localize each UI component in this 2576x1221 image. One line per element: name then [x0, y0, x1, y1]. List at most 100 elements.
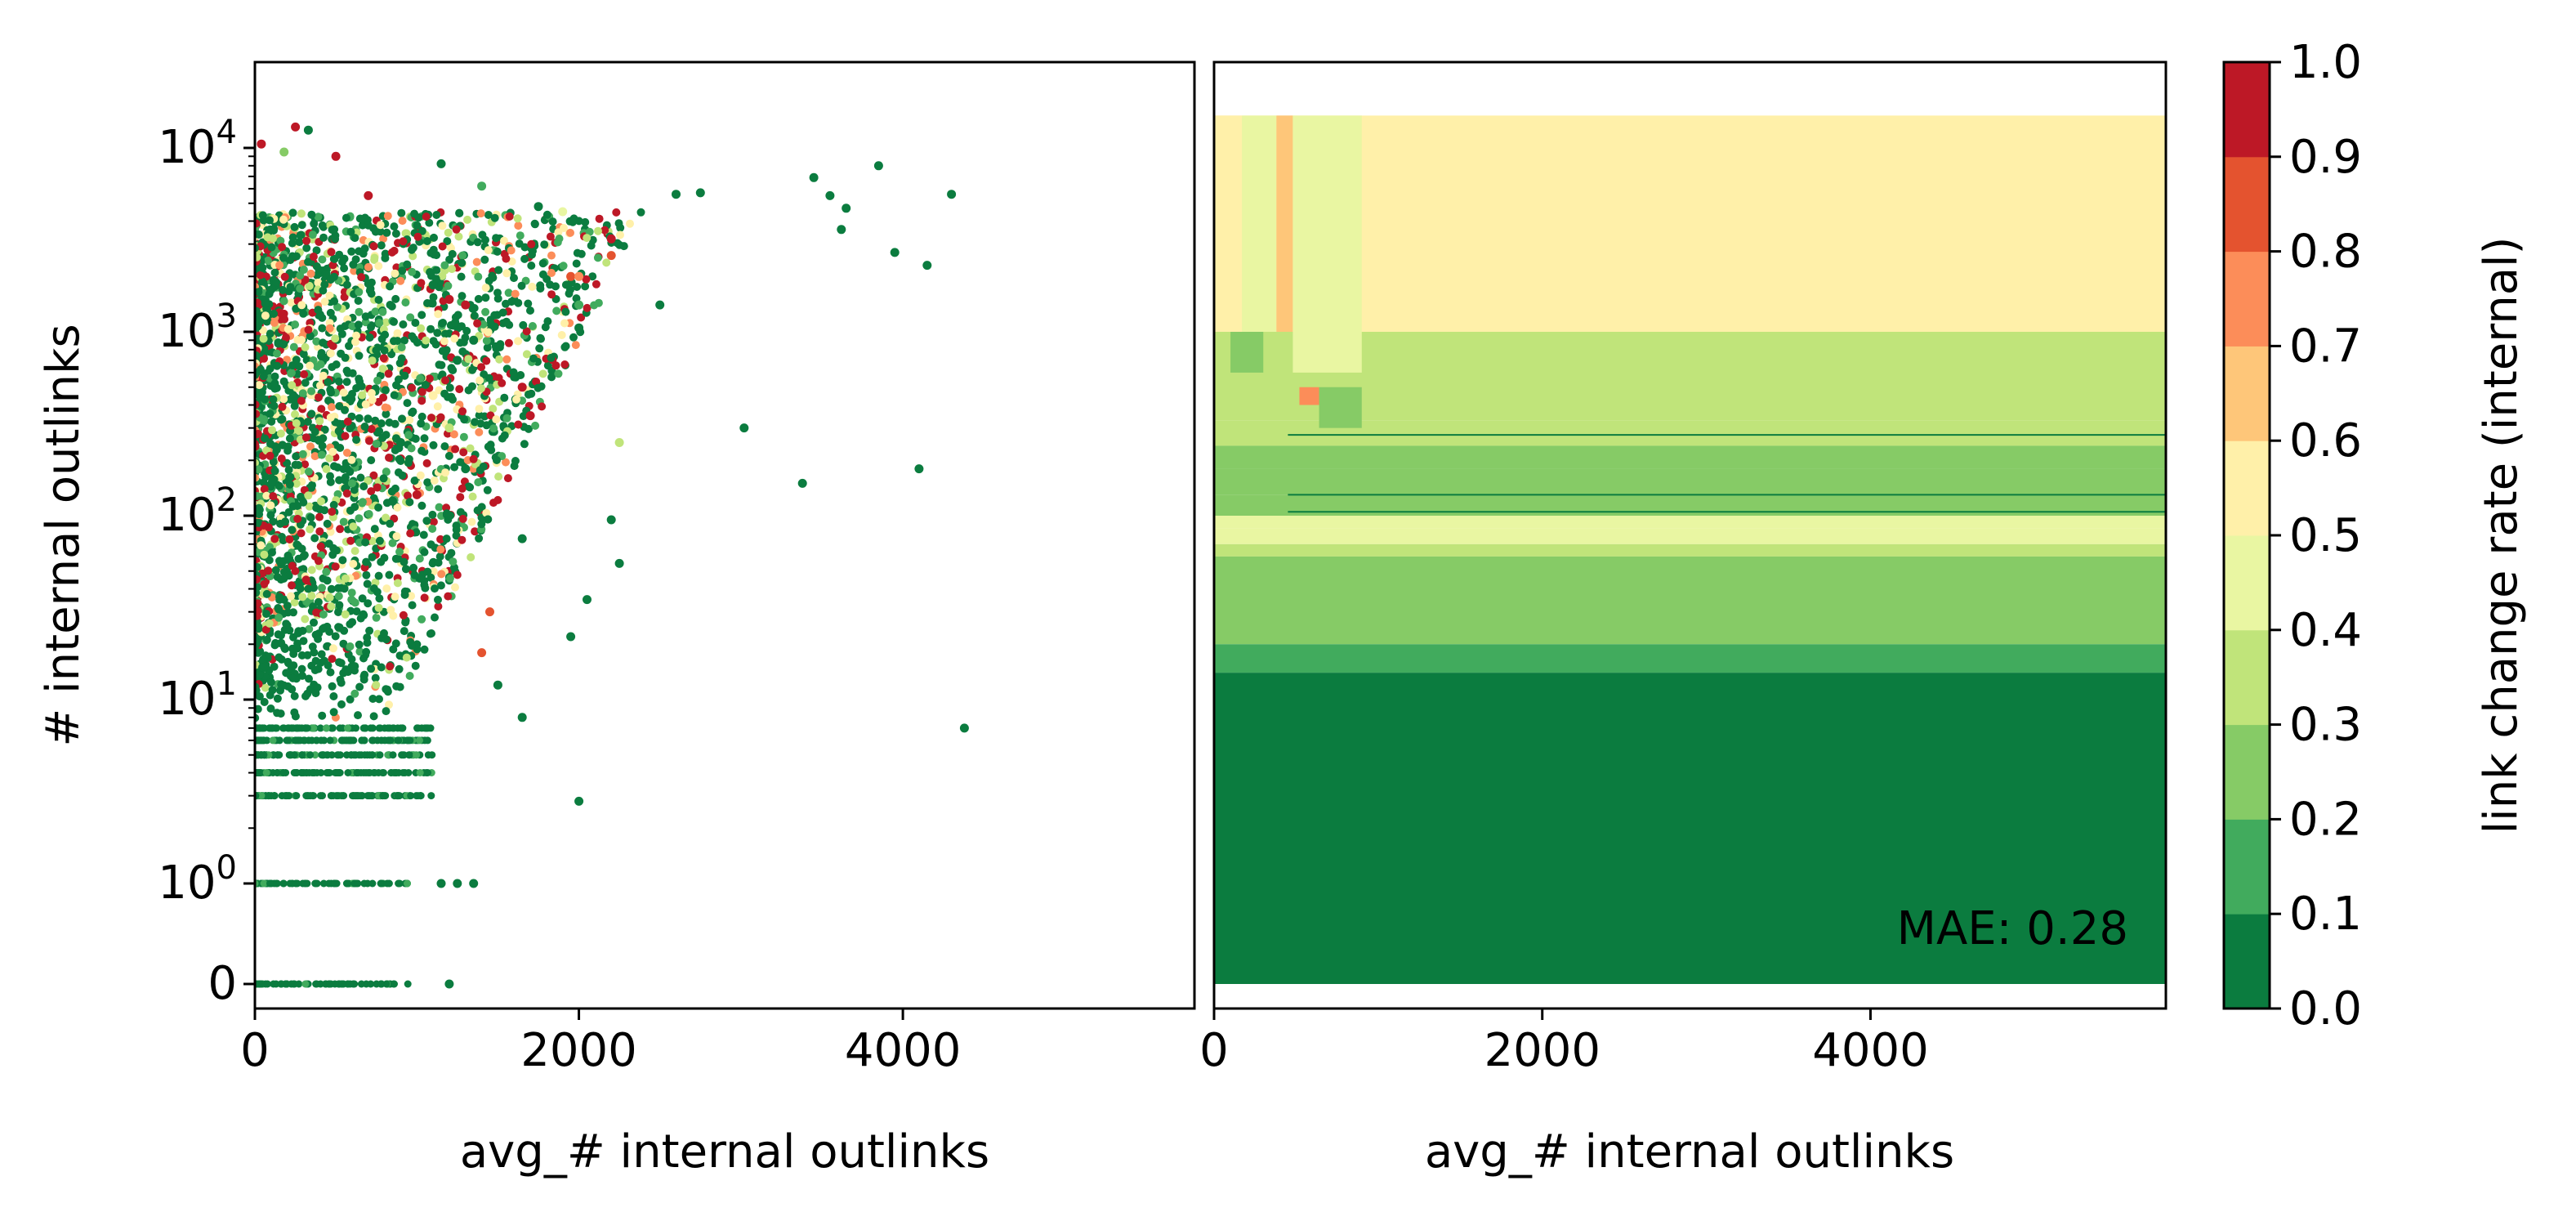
- scatter-point: [368, 396, 377, 405]
- scatter-point: [334, 584, 342, 593]
- scatter-point: [397, 208, 406, 217]
- y-tick-label: 103: [158, 297, 237, 358]
- scatter-point: [347, 395, 356, 404]
- scatter-point: [551, 361, 560, 370]
- scatter-point: [259, 334, 268, 343]
- scatter-point: [417, 792, 425, 800]
- scatter-point: [293, 644, 302, 653]
- scatter-point: [529, 354, 538, 363]
- scatter-point: [672, 190, 681, 199]
- scatter-point: [477, 520, 486, 529]
- scatter-point: [477, 181, 487, 191]
- scatter-point: [352, 607, 361, 616]
- scatter-point: [338, 556, 347, 565]
- scatter-point: [434, 558, 443, 567]
- scatter-point: [259, 478, 268, 487]
- scatter-point: [398, 724, 406, 732]
- scatter-point: [469, 879, 479, 888]
- scatter-point: [365, 436, 373, 445]
- scatter-point: [375, 536, 384, 545]
- scatter-point: [372, 613, 381, 622]
- scatter-point: [318, 441, 327, 450]
- scatter-point: [437, 570, 446, 579]
- scatter-point: [348, 322, 357, 331]
- scatter-point: [336, 525, 345, 534]
- scatter-point: [366, 792, 374, 800]
- scatter-point: [398, 414, 406, 423]
- scatter-point: [328, 261, 337, 270]
- scatter-point: [256, 980, 263, 988]
- scatter-point: [481, 235, 489, 244]
- scatter-point: [382, 467, 391, 476]
- scatter-point: [302, 792, 310, 800]
- scatter-point: [595, 214, 604, 223]
- scatter-point: [339, 465, 348, 473]
- scatter-point: [326, 980, 333, 988]
- scatter-point: [328, 724, 336, 732]
- scatter-point: [399, 320, 408, 329]
- scatter-point: [326, 736, 334, 745]
- scatter-point: [369, 494, 378, 503]
- scatter-point: [310, 427, 319, 436]
- scatter-point: [255, 368, 261, 377]
- scatter-point: [581, 217, 590, 226]
- scatter-point: [346, 619, 355, 628]
- scatter-point: [318, 255, 327, 264]
- scatter-point: [456, 493, 465, 502]
- scatter-point: [288, 208, 297, 217]
- scatter-point: [337, 700, 346, 709]
- scatter-point: [318, 584, 326, 593]
- scatter-point: [355, 351, 364, 360]
- scatter-point: [378, 769, 386, 776]
- scatter-point: [256, 724, 264, 732]
- scatter-point: [350, 485, 359, 494]
- scatter-point: [391, 980, 398, 988]
- scatter-point: [492, 415, 501, 424]
- scatter-point: [401, 565, 410, 574]
- scatter-point: [449, 557, 458, 566]
- scatter-point: [285, 480, 294, 489]
- scatter-point: [375, 724, 383, 732]
- scatter-point: [434, 602, 443, 610]
- scatter-point: [273, 769, 281, 776]
- scatter-point: [528, 282, 537, 291]
- scatter-point: [440, 261, 449, 270]
- scatter-point: [441, 468, 450, 477]
- scatter-point: [266, 511, 275, 520]
- scatter-point: [295, 427, 303, 436]
- scatter-point: [365, 333, 374, 342]
- scatter-point: [307, 387, 316, 396]
- scatter-point: [695, 188, 705, 198]
- scatter-point: [370, 253, 379, 262]
- scatter-point: [295, 980, 303, 988]
- scatter-point: [525, 424, 533, 433]
- scatter-point: [260, 485, 269, 494]
- scatter-point: [332, 360, 341, 369]
- heatmap-bands: [1214, 115, 2166, 984]
- colorbar-block: [2224, 62, 2270, 158]
- scatter-point: [334, 592, 343, 601]
- scatter-point: [270, 268, 279, 277]
- y-tick-label: 101: [158, 665, 237, 726]
- scatter-point: [266, 678, 275, 687]
- scatter-point: [257, 792, 266, 800]
- scatter-point: [380, 346, 389, 355]
- scatter-point: [303, 769, 310, 776]
- scatter-point: [339, 517, 348, 526]
- scatter-point: [583, 303, 592, 312]
- scatter-point: [260, 579, 269, 588]
- scatter-point: [468, 492, 477, 501]
- scatter-point: [255, 751, 262, 759]
- scatter-point: [522, 350, 531, 359]
- scatter-point: [433, 402, 442, 411]
- scatter-point: [416, 736, 423, 745]
- scatter-point: [266, 286, 275, 295]
- scatter-point: [547, 353, 556, 362]
- scatter-point: [257, 387, 266, 396]
- scatter-point: [264, 523, 273, 532]
- mae-annotation: MAE: 0.28: [1897, 902, 2128, 955]
- scatter-point: [404, 736, 413, 745]
- scatter-point: [317, 650, 326, 659]
- scatter-point: [302, 244, 311, 253]
- scatter-point: [325, 291, 334, 300]
